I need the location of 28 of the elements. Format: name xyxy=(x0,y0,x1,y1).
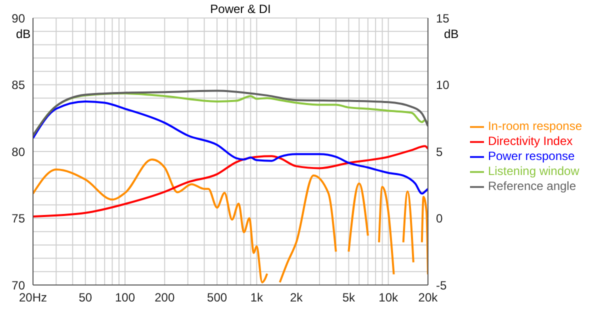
x-tick-label: 100 xyxy=(115,290,136,305)
y2-tick-label: 5 xyxy=(436,144,443,159)
legend-label: Directivity Index xyxy=(488,134,573,148)
x-tick-label: 200 xyxy=(154,290,175,305)
y-axis-title: dB xyxy=(16,27,31,41)
y2-axis-title: dB xyxy=(444,27,459,41)
x-tick-label: 20Hz xyxy=(18,290,48,305)
y-tick-label: 85 xyxy=(12,78,26,92)
legend-label: Listening window xyxy=(488,164,580,178)
y-tick-label: 80 xyxy=(12,144,26,159)
y2-tick-label: 0 xyxy=(436,212,443,226)
y-tick-label: 90 xyxy=(12,11,26,26)
legend-label: Reference angle xyxy=(488,178,576,193)
x-tick-label: 10k xyxy=(378,290,399,305)
chart-title: Power & DI xyxy=(210,2,271,16)
y-tick-label: 70 xyxy=(12,278,26,292)
legend-label: In-room response xyxy=(488,119,582,134)
x-tick-label: 5k xyxy=(342,290,356,305)
x-tick-label: 500 xyxy=(207,290,228,305)
y-tick-label: 75 xyxy=(12,212,26,226)
x-tick-label: 20k xyxy=(418,290,439,305)
x-tick-label: 2k xyxy=(290,290,304,305)
x-tick-label: 50 xyxy=(78,290,92,305)
y2-tick-label: 15 xyxy=(436,11,450,26)
y2-tick-label: -5 xyxy=(436,278,447,292)
y2-tick-label: 10 xyxy=(436,78,450,92)
legend-label: Power response xyxy=(488,149,575,164)
x-tick-label: 1k xyxy=(250,290,264,305)
